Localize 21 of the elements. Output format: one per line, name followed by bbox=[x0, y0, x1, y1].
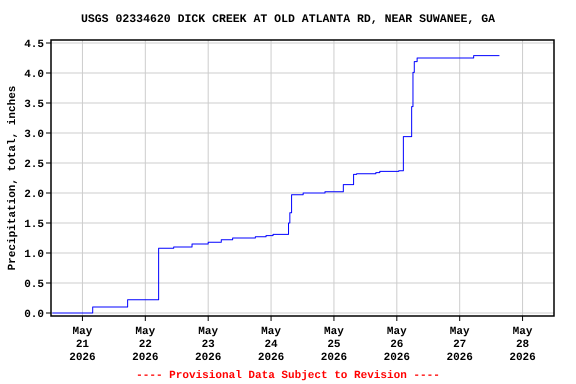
x-tick-label: May 23 2026 bbox=[194, 326, 222, 364]
text: ---- Provisional Data Subject to Revision ---- bbox=[136, 370, 440, 382]
y-tick-label: 0.0 bbox=[24, 309, 44, 321]
x-tick-label: May 27 2026 bbox=[446, 326, 473, 364]
x-tick-label: May 22 2026 bbox=[132, 326, 159, 364]
y-tick-label: 2.5 bbox=[24, 159, 44, 171]
y-tick-label: 3.5 bbox=[24, 99, 44, 111]
y-tick-label: 1.5 bbox=[24, 219, 44, 231]
y-tick-label: 3.0 bbox=[24, 129, 44, 141]
y-tick-label: 4.5 bbox=[24, 39, 44, 51]
y-tick-label: 1.0 bbox=[24, 249, 44, 261]
y-tick-label: 4.0 bbox=[24, 69, 44, 81]
x-tick-label: May 21 2026 bbox=[69, 326, 96, 364]
y-tick-label: 2.0 bbox=[24, 189, 44, 201]
x-tick-label: May 25 2026 bbox=[320, 326, 348, 364]
x-tick-label: May 26 2026 bbox=[384, 326, 410, 364]
chart-title: USGS 02334620 DICK CREEK AT OLD ATLANTA RD, NEAR SUWANEE, GA bbox=[80, 13, 496, 26]
x-tick-label: May 24 2026 bbox=[258, 326, 284, 364]
y-axis-title: Precipitation, total, inches bbox=[7, 86, 19, 270]
y-tick-label: 0.5 bbox=[24, 279, 44, 291]
x-tick-label: May 28 2026 bbox=[509, 326, 536, 364]
